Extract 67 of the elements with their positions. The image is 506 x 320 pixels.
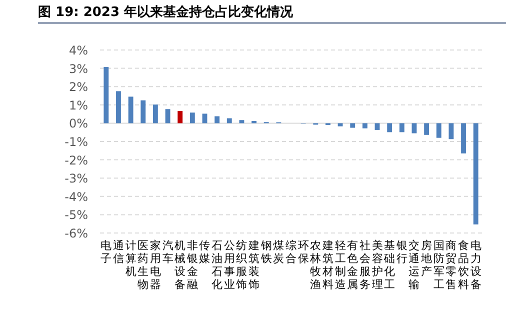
x-tick-label: 非银金融 (186, 239, 198, 291)
bar (190, 112, 195, 124)
bar (461, 123, 466, 154)
x-tick-label: 钢铁 (260, 239, 272, 265)
x-tick-label: 综合 (286, 239, 296, 265)
x-tick-label: 轻工制造 (334, 239, 346, 291)
bar (128, 96, 134, 124)
bar (338, 123, 343, 126)
x-tick-label: 家用电器 (150, 239, 161, 291)
x-tick-label: 银行 (395, 239, 408, 265)
x-tick-label: 有色金属 (347, 239, 358, 291)
x-tick-label: 房地产 (420, 239, 432, 278)
bar (436, 123, 442, 138)
bar (387, 123, 392, 132)
bar (202, 114, 208, 124)
y-tick-label: 1% (68, 98, 88, 112)
x-tick-label: 交通运输 (408, 239, 420, 291)
y-tick-label: -2% (64, 153, 88, 168)
x-tick-label: 农林牧渔 (309, 239, 322, 291)
bar (362, 123, 368, 128)
y-tick-label: 2% (68, 80, 88, 94)
bar (104, 67, 109, 124)
x-tick-label: 电子 (100, 239, 112, 265)
bar (448, 123, 454, 140)
x-tick-label: 食品饮料 (457, 239, 470, 291)
x-tick-label: 建筑材料 (321, 239, 334, 291)
y-tick-label: -3% (64, 172, 88, 186)
x-tick-label: 煤炭 (273, 239, 284, 265)
x-tick-label: 机械设备 (174, 239, 186, 291)
y-tick-label: -6% (64, 226, 88, 240)
x-tick-label: 传媒 (199, 239, 210, 265)
x-tick-label: 公用事业 (224, 239, 235, 291)
bar (424, 123, 430, 135)
bar (412, 123, 417, 134)
x-tick-label: 汽车 (162, 239, 174, 265)
bar (226, 118, 232, 124)
x-tick-label: 计算机 (125, 239, 136, 278)
bar (399, 123, 404, 132)
x-tick-label: 社会服务 (359, 239, 370, 291)
bar (178, 110, 183, 124)
bar (473, 123, 478, 224)
x-tick-label: 商贸零售 (446, 239, 457, 291)
bar (239, 120, 244, 124)
x-tick-label: 基础化工 (383, 239, 396, 291)
bar (116, 91, 121, 124)
bar (374, 123, 380, 130)
x-tick-label: 环保 (298, 239, 309, 265)
x-tick-label: 美容护理 (370, 239, 383, 291)
bar (165, 109, 170, 124)
y-tick-label: 0% (68, 116, 88, 131)
x-tick-label: 建筑装饰 (248, 239, 260, 291)
bar (350, 123, 356, 128)
bar (140, 100, 146, 124)
x-tick-label: 电力设备 (470, 239, 482, 291)
y-tick-label: 3% (68, 62, 88, 76)
chart-title: 图 19: 2023 年以来基金持仓占比变化情况 (38, 4, 294, 20)
bar (214, 116, 220, 124)
y-tick-label: -1% (64, 135, 88, 149)
x-tick-label: 国防军工 (433, 239, 444, 291)
x-tick-label: 纺织服饰 (235, 239, 248, 291)
x-tick-label: 通信 (112, 239, 124, 265)
y-tick-label: -4% (64, 190, 88, 204)
y-tick-label: 4% (68, 44, 88, 58)
bar (152, 104, 158, 124)
y-tick-label: -5% (64, 208, 88, 222)
x-tick-label: 石油石化 (212, 239, 223, 291)
x-tick-label: 医药生物 (138, 239, 149, 291)
